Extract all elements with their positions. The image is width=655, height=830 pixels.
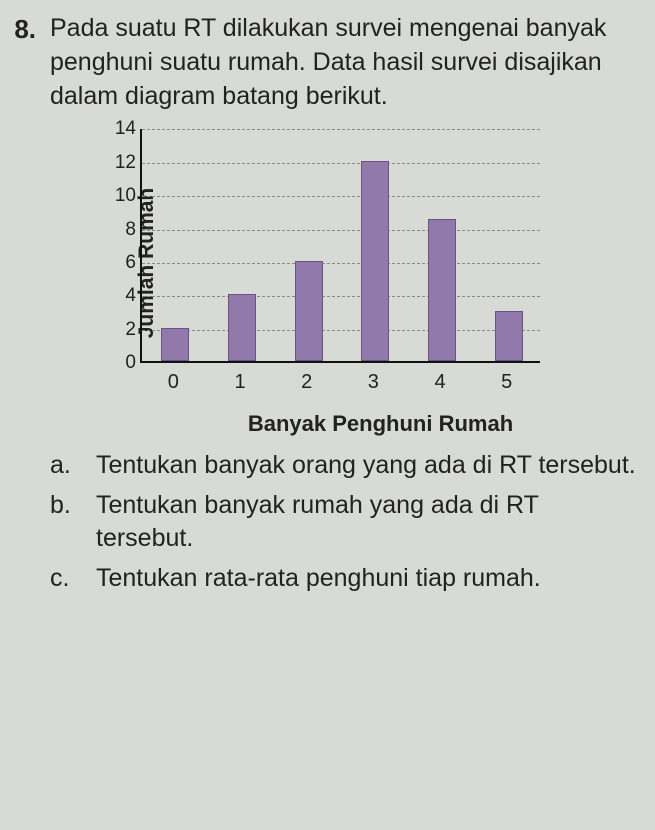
y-tick-label: 12 bbox=[110, 150, 136, 176]
grid-line bbox=[142, 163, 540, 164]
x-tick-label: 0 bbox=[168, 369, 179, 396]
y-tick-label: 2 bbox=[110, 317, 136, 343]
y-tick-label: 14 bbox=[110, 116, 136, 142]
y-tick-label: 10 bbox=[110, 183, 136, 209]
sub-question-letter: a. bbox=[50, 449, 78, 483]
sub-questions: a. Tentukan banyak orang yang ada di RT t… bbox=[50, 449, 637, 596]
bar bbox=[428, 219, 456, 361]
sub-question: b. Tentukan banyak rumah yang ada di RT t… bbox=[50, 489, 637, 557]
sub-question-letter: b. bbox=[50, 489, 78, 557]
bar bbox=[361, 161, 389, 362]
x-tick-label: 1 bbox=[234, 369, 245, 396]
x-tick-label: 4 bbox=[434, 369, 445, 396]
grid-line bbox=[142, 196, 540, 197]
plot-area bbox=[140, 129, 540, 363]
question-number: 8. bbox=[0, 12, 36, 602]
grid-line bbox=[142, 263, 540, 264]
y-tick-label: 0 bbox=[110, 350, 136, 376]
x-tick-label: 5 bbox=[501, 369, 512, 396]
question-text: Pada suatu RT dilakukan survei mengenai … bbox=[50, 12, 637, 113]
bar bbox=[161, 328, 189, 361]
y-tick-label: 4 bbox=[110, 284, 136, 310]
y-tick-label: 8 bbox=[110, 217, 136, 243]
grid-line bbox=[142, 296, 540, 297]
question-block: 8. Pada suatu RT dilakukan survei mengen… bbox=[0, 12, 637, 602]
sub-question-text: Tentukan rata-rata penghuni tiap rumah. bbox=[96, 562, 637, 596]
x-tick-label: 2 bbox=[301, 369, 312, 396]
grid-line bbox=[142, 230, 540, 231]
x-axis-label: Banyak Penghuni Rumah bbox=[124, 409, 637, 439]
y-tick-label: 6 bbox=[110, 250, 136, 276]
question-body: Pada suatu RT dilakukan survei mengenai … bbox=[50, 12, 637, 602]
bar bbox=[295, 261, 323, 361]
sub-question: a. Tentukan banyak orang yang ada di RT t… bbox=[50, 449, 637, 483]
bar-chart: Jumlah Rumah 02468101214012345 Banyak Pe… bbox=[84, 123, 637, 439]
sub-question: c. Tentukan rata-rata penghuni tiap rumah… bbox=[50, 562, 637, 596]
sub-question-text: Tentukan banyak orang yang ada di RT ter… bbox=[96, 449, 637, 483]
sub-question-letter: c. bbox=[50, 562, 78, 596]
bar bbox=[228, 294, 256, 361]
grid-line bbox=[142, 330, 540, 331]
sub-question-text: Tentukan banyak rumah yang ada di RT ter… bbox=[96, 489, 637, 557]
x-tick-label: 3 bbox=[368, 369, 379, 396]
bar bbox=[495, 311, 523, 361]
grid-line bbox=[142, 129, 540, 130]
